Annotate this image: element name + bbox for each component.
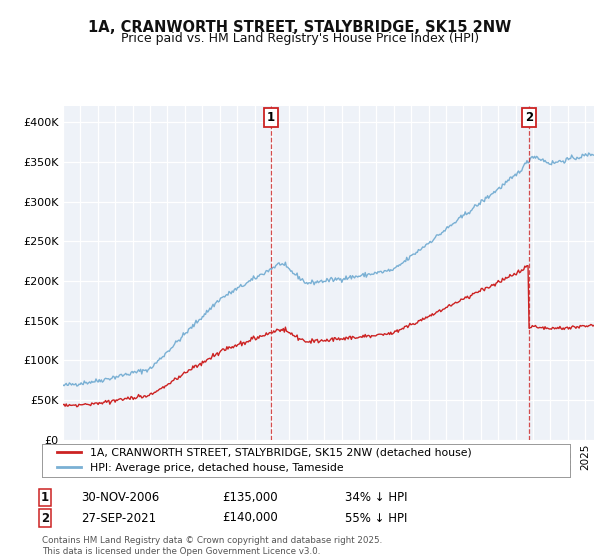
Text: 1: 1 <box>41 491 49 504</box>
Legend: 1A, CRANWORTH STREET, STALYBRIDGE, SK15 2NW (detached house), HPI: Average price: 1A, CRANWORTH STREET, STALYBRIDGE, SK15 … <box>53 444 476 477</box>
Text: 34% ↓ HPI: 34% ↓ HPI <box>345 491 407 504</box>
Text: 27-SEP-2021: 27-SEP-2021 <box>81 511 156 525</box>
Text: £135,000: £135,000 <box>222 491 278 504</box>
Text: 2: 2 <box>524 111 533 124</box>
Text: £140,000: £140,000 <box>222 511 278 525</box>
Text: 30-NOV-2006: 30-NOV-2006 <box>81 491 159 504</box>
Text: 2: 2 <box>41 511 49 525</box>
Text: Price paid vs. HM Land Registry's House Price Index (HPI): Price paid vs. HM Land Registry's House … <box>121 32 479 45</box>
Text: 1A, CRANWORTH STREET, STALYBRIDGE, SK15 2NW: 1A, CRANWORTH STREET, STALYBRIDGE, SK15 … <box>88 20 512 35</box>
Text: 1: 1 <box>266 111 275 124</box>
Text: 55% ↓ HPI: 55% ↓ HPI <box>345 511 407 525</box>
Text: Contains HM Land Registry data © Crown copyright and database right 2025.
This d: Contains HM Land Registry data © Crown c… <box>42 536 382 556</box>
